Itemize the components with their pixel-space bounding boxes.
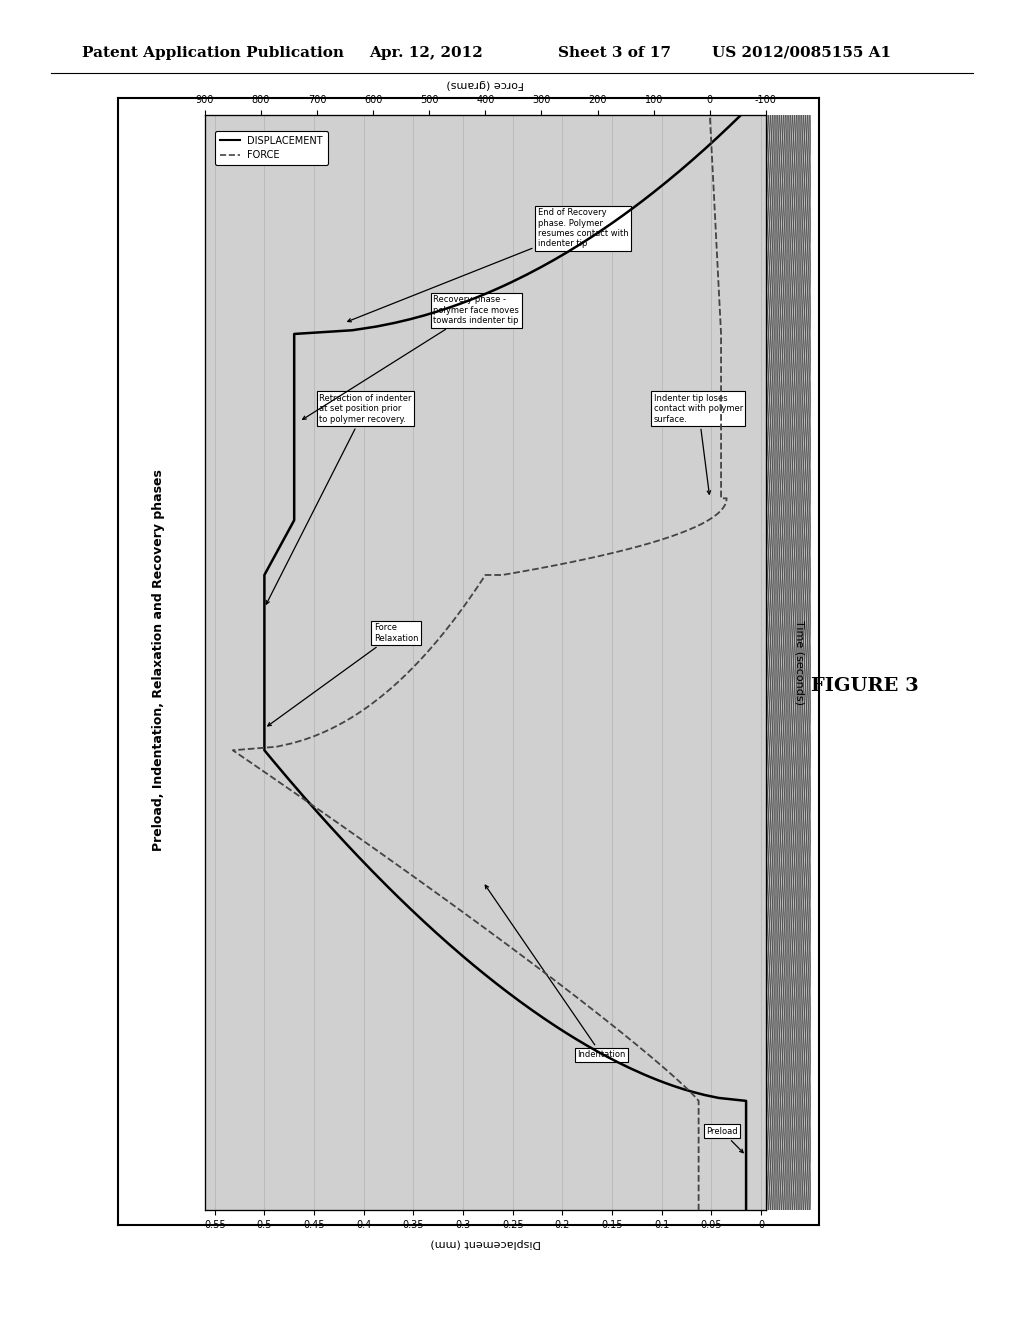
DISPLACEMENT bbox=[472, 289, 484, 305]
DISPLACEMENT bbox=[740, 1203, 753, 1218]
Y-axis label: Time (seconds): Time (seconds) bbox=[795, 620, 805, 705]
Text: Patent Application Publication: Patent Application Publication bbox=[82, 46, 344, 59]
FORCE bbox=[692, 1171, 705, 1187]
Text: Retraction of indenter
at set position prior
to polymer recovery.: Retraction of indenter at set position p… bbox=[266, 393, 412, 605]
FORCE bbox=[707, 169, 719, 185]
FORCE bbox=[501, 937, 513, 953]
Text: Force
Relaxation: Force Relaxation bbox=[267, 623, 418, 726]
Line: FORCE: FORCE bbox=[232, 115, 727, 1210]
FORCE bbox=[692, 1203, 705, 1218]
Text: Indenter tip loses
contact with polymer
surface.: Indenter tip loses contact with polymer … bbox=[653, 393, 743, 494]
X-axis label: Displacement (mm): Displacement (mm) bbox=[430, 1238, 541, 1249]
FORCE bbox=[715, 314, 727, 330]
Text: Recovery phase -
polymer face moves
towards indenter tip: Recovery phase - polymer face moves towa… bbox=[303, 296, 519, 420]
FORCE bbox=[703, 107, 716, 123]
DISPLACEMENT bbox=[489, 281, 502, 297]
X-axis label: Force (grams): Force (grams) bbox=[446, 79, 524, 88]
Text: Preload, Indentation, Relaxation and Recovery phases: Preload, Indentation, Relaxation and Rec… bbox=[153, 469, 165, 851]
Text: Indentation: Indentation bbox=[485, 886, 626, 1059]
FORCE bbox=[455, 603, 467, 619]
Text: Preload: Preload bbox=[707, 1127, 743, 1152]
Legend: DISPLACEMENT, FORCE: DISPLACEMENT, FORCE bbox=[215, 131, 328, 165]
Line: DISPLACEMENT: DISPLACEMENT bbox=[264, 115, 746, 1210]
DISPLACEMENT bbox=[258, 742, 270, 758]
DISPLACEMENT bbox=[735, 107, 748, 123]
Text: Apr. 12, 2012: Apr. 12, 2012 bbox=[369, 46, 482, 59]
Text: FIGURE 3: FIGURE 3 bbox=[811, 677, 920, 696]
Text: End of Recovery
phase. Polymer
resumes contact with
indenter tip: End of Recovery phase. Polymer resumes c… bbox=[348, 209, 628, 322]
DISPLACEMENT bbox=[258, 597, 270, 612]
DISPLACEMENT bbox=[273, 540, 286, 556]
Text: US 2012/0085155 A1: US 2012/0085155 A1 bbox=[712, 46, 891, 59]
Text: Sheet 3 of 17: Sheet 3 of 17 bbox=[558, 46, 671, 59]
DISPLACEMENT bbox=[538, 1011, 550, 1027]
FORCE bbox=[257, 763, 269, 779]
